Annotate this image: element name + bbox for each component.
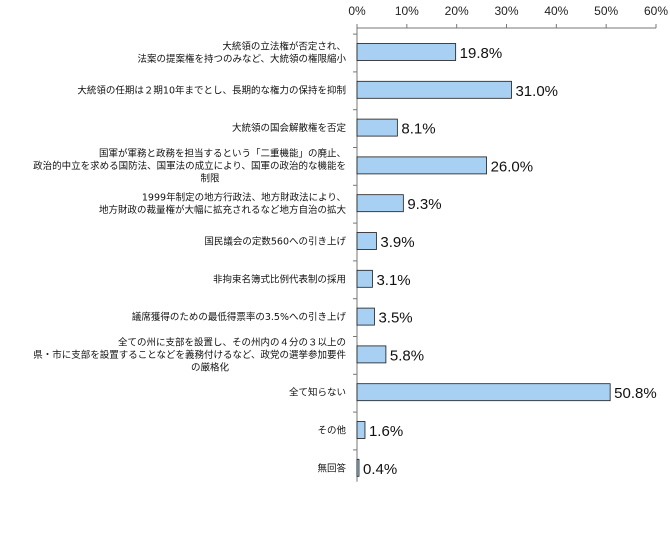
- data-label: 3.9%: [380, 234, 414, 251]
- bar: [356, 156, 487, 175]
- category-label-line: 無回答: [317, 462, 346, 474]
- category-label-line: 1999年制定の地方行政法、地方財政法により、: [142, 191, 346, 203]
- category-label: 全ての州に支部を設置し、その州内の４分の３以上の県・市に支部を設置することなどを…: [33, 336, 346, 373]
- bar: [356, 458, 360, 477]
- bar: [356, 43, 457, 61]
- category-label: その他: [317, 425, 346, 437]
- category-labels-group: 大統領の立法権が否定され、法案の提案権を持つのみなど、大統領の権限縮小大統領の任…: [33, 40, 346, 474]
- bar: [356, 80, 512, 99]
- category-label-line: 全ての州に支部を設置し、その州内の４分の３以上の: [118, 336, 346, 348]
- category-label: 全て知らない: [289, 387, 346, 399]
- bars-group: 19.8% 31.0% 8.1% 26.0% 9.3% 3.9% 3.1% 3.5% 5.8% 5…: [356, 43, 657, 478]
- data-label: 3.5%: [378, 310, 412, 327]
- category-label-line: 制限: [200, 172, 220, 184]
- x-tick-label: 60%: [644, 4, 668, 18]
- bar: [356, 345, 387, 364]
- category-label-line: 国軍が軍務と政務を担当するという「二重機能」の廃止、: [99, 147, 346, 159]
- category-label: 大統領の立法権が否定され、法案の提案権を持つのみなど、大統領の権限縮小: [137, 40, 346, 65]
- category-label: 国民議会の定数560への引き上げ: [204, 236, 346, 248]
- bar: [356, 269, 373, 288]
- category-label-line: 県・市に支部を設置することなどを義務付けるなど、政党の選挙参加要件: [33, 349, 346, 361]
- x-tick-label: 30%: [494, 4, 518, 18]
- x-axis: 0% 10% 20% 30% 40% 50% 60%: [348, 4, 668, 482]
- data-label: 1.6%: [369, 423, 403, 440]
- data-label: 50.8%: [614, 385, 657, 402]
- category-label-line: 全て知らない: [289, 387, 346, 399]
- bar: [356, 307, 375, 326]
- category-label-line: 法案の提案権を持つのみなど、大統領の権限縮小: [137, 53, 346, 65]
- category-label-line: 大統領の国会解散権を否定: [232, 122, 347, 134]
- data-label: 3.1%: [376, 272, 410, 289]
- category-label: 大統領の国会解散権を否定: [232, 122, 347, 134]
- data-label: 0.4%: [363, 461, 397, 478]
- data-label: 5.8%: [390, 347, 424, 364]
- bar: [356, 421, 366, 439]
- bar: [356, 118, 398, 137]
- category-label: 1999年制定の地方行政法、地方財政法により、地方財政の裁量権が大幅に拡充される…: [99, 191, 347, 216]
- category-label-line: 非拘束名簿式比例代表制の採用: [213, 273, 346, 285]
- category-label-line: 国民議会の定数560への引き上げ: [204, 236, 346, 248]
- bar: [356, 383, 611, 402]
- category-label-line: 大統領の立法権が否定され、: [222, 40, 346, 52]
- category-label: 議席獲得のための最低得票率の3.5%への引き上げ: [132, 311, 347, 323]
- category-label: 国軍が軍務と政務を担当するという「二重機能」の廃止、政治的中立を求める国防法、国…: [33, 147, 346, 184]
- category-label-line: 議席獲得のための最低得票率の3.5%への引き上げ: [132, 311, 347, 323]
- data-label: 26.0%: [491, 158, 534, 175]
- x-tick-label: 20%: [445, 4, 469, 18]
- data-label: 9.3%: [407, 196, 441, 213]
- category-label-line: その他: [317, 425, 346, 437]
- category-label-line: 大統領の任期は２期10年までとし、長期的な権力の保持を抑制: [77, 84, 346, 96]
- x-tick-label: 10%: [395, 4, 419, 18]
- category-label: 非拘束名簿式比例代表制の採用: [213, 273, 346, 285]
- category-label-line: の厳格化: [191, 361, 230, 373]
- category-label-line: 政治的中立を求める国防法、国軍法の成立により、国軍の政治的な機能を: [33, 160, 346, 172]
- category-label-line: 地方財政の裁量権が大幅に拡充されるなど地方自治の拡大: [99, 204, 347, 216]
- category-label: 無回答: [317, 462, 346, 474]
- x-tick-label: 40%: [544, 4, 568, 18]
- data-label: 19.8%: [460, 45, 503, 62]
- data-label: 8.1%: [401, 121, 435, 138]
- x-tick-label: 50%: [594, 4, 618, 18]
- data-label: 31.0%: [515, 83, 558, 100]
- bar: [356, 194, 404, 213]
- x-tick-label: 0%: [348, 4, 366, 18]
- bar: [356, 232, 377, 250]
- category-label: 大統領の任期は２期10年までとし、長期的な権力の保持を抑制: [77, 84, 346, 96]
